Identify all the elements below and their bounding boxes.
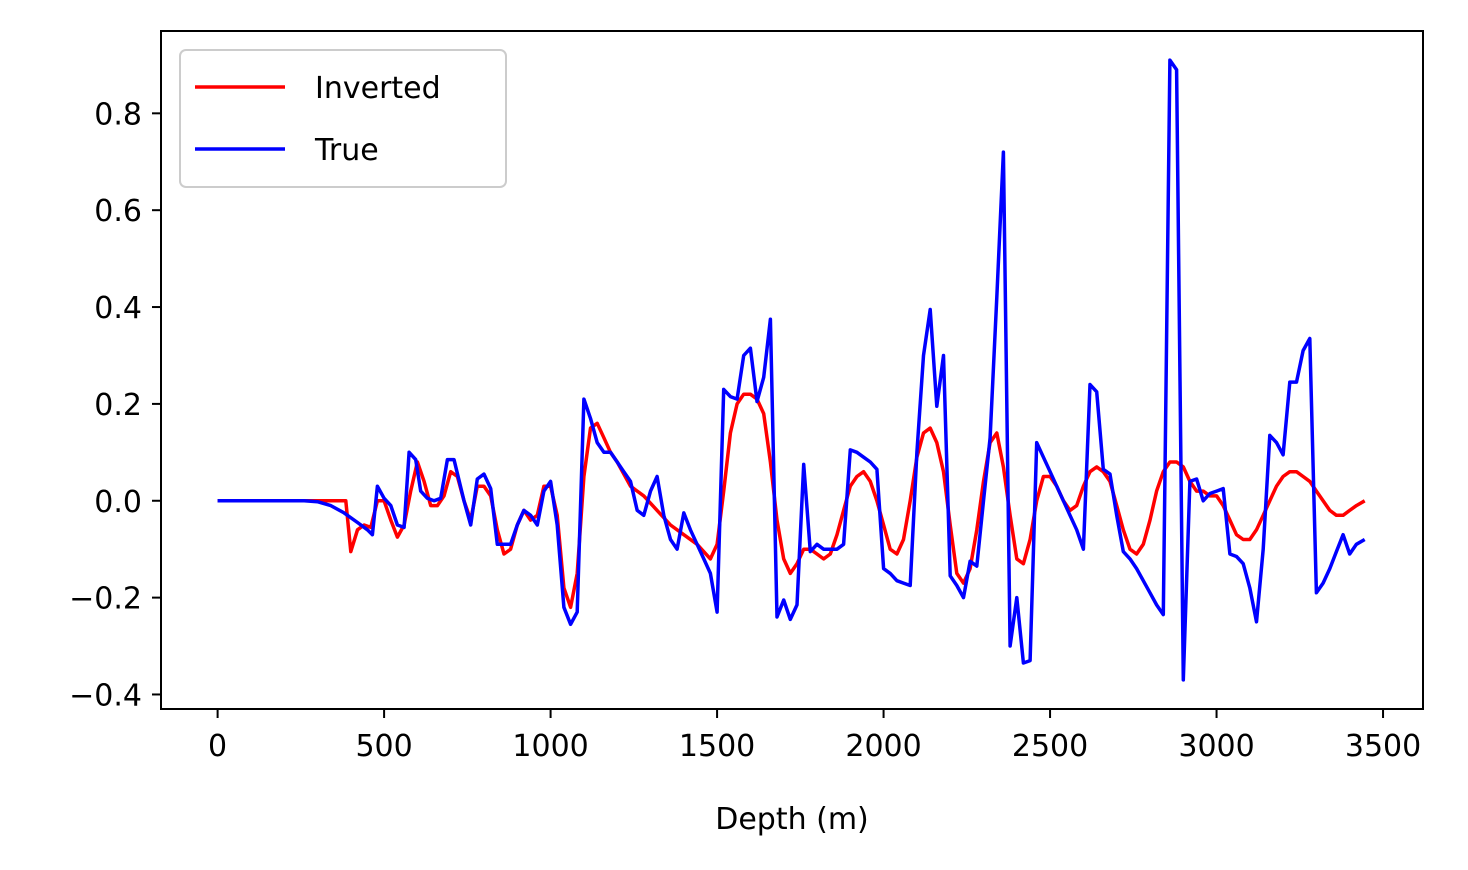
y-tick-label: −0.2 bbox=[69, 582, 142, 617]
legend-box bbox=[179, 49, 507, 188]
x-tick-label: 1000 bbox=[512, 729, 588, 764]
legend: Inverted True bbox=[179, 49, 507, 188]
series-line-inverted bbox=[217, 392, 1366, 610]
x-axis-title: Depth (m) bbox=[715, 802, 869, 837]
y-tick-label: 0.8 bbox=[94, 97, 142, 132]
x-tick-label: 3500 bbox=[1345, 729, 1421, 764]
y-tick-label: 0.0 bbox=[94, 485, 142, 520]
plot-frame bbox=[160, 30, 1424, 710]
legend-label-inverted: Inverted bbox=[315, 71, 441, 106]
series-layer bbox=[217, 58, 1366, 682]
y-tick-label: 0.2 bbox=[94, 388, 142, 423]
y-axis: −0.4 −0.2 0.0 0.2 0.4 0.6 0.8 bbox=[69, 97, 161, 713]
legend-label-true: True bbox=[314, 133, 379, 168]
y-tick-label: 0.6 bbox=[94, 194, 142, 229]
x-axis: 0 500 1000 1500 2000 2500 3000 3500 bbox=[208, 709, 1421, 764]
x-tick-label: 500 bbox=[355, 729, 412, 764]
x-tick-label: 2000 bbox=[845, 729, 921, 764]
series-line-true bbox=[217, 58, 1366, 682]
x-tick-label: 0 bbox=[208, 729, 227, 764]
x-tick-label: 1500 bbox=[679, 729, 755, 764]
x-tick-label: 2500 bbox=[1012, 729, 1088, 764]
y-tick-label: 0.4 bbox=[94, 291, 142, 326]
x-tick-label: 3000 bbox=[1178, 729, 1254, 764]
y-tick-label: −0.4 bbox=[69, 678, 142, 713]
